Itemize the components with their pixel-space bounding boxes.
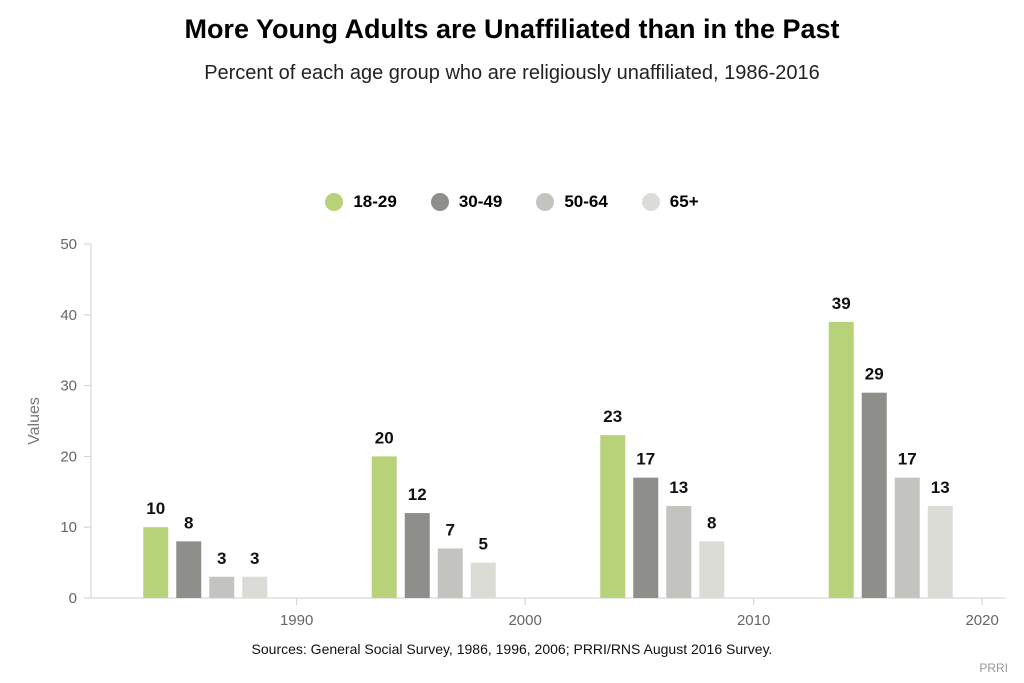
legend-label: 65+: [669, 192, 699, 211]
data-label: 12: [408, 485, 427, 504]
data-label: 17: [898, 450, 917, 469]
y-tick-label: 30: [60, 378, 77, 395]
bar-30-49-2006: [633, 477, 659, 598]
x-tick-label: 2000: [508, 612, 541, 629]
y-tick-label: 50: [60, 236, 77, 253]
bar-30-49-1986: [176, 541, 202, 598]
bar-50-64-2016: [894, 477, 920, 598]
data-label: 17: [636, 450, 655, 469]
legend-swatch: [536, 193, 555, 211]
credit-label: PRRI: [979, 661, 1008, 675]
y-tick-label: 0: [69, 590, 77, 607]
bar-18-29-2016: [828, 321, 854, 598]
bar-30-49-2016: [861, 392, 887, 598]
legend-item-50-64[interactable]: 50-64: [536, 192, 608, 212]
source-note: Sources: General Social Survey, 1986, 19…: [251, 641, 773, 657]
x-tick-label: 1990: [280, 612, 313, 629]
legend: 18-29 30-49 50-64 65+: [0, 192, 1024, 212]
x-tick-label: 2010: [737, 612, 770, 629]
data-label: 10: [146, 499, 165, 518]
legend-label: 30-49: [458, 192, 503, 211]
data-label: 29: [865, 365, 884, 384]
data-label: 5: [479, 535, 488, 554]
data-label: 13: [931, 478, 950, 497]
data-label: 8: [707, 513, 716, 532]
legend-item-30-49[interactable]: 30-49: [430, 192, 503, 212]
data-label: 13: [669, 478, 688, 497]
y-tick-label: 10: [60, 519, 77, 536]
data-label: 39: [832, 294, 851, 313]
bar-18-29-1986: [143, 527, 169, 598]
y-tick-label: 40: [60, 307, 77, 324]
data-label: 8: [184, 513, 193, 532]
bar-65plus-2016: [927, 505, 953, 598]
legend-label: 18-29: [353, 192, 397, 211]
data-label: 3: [250, 549, 259, 568]
data-label: 7: [446, 520, 455, 539]
bar-30-49-1996: [404, 513, 430, 598]
bar-65plus-2006: [699, 541, 725, 598]
bar-50-64-1986: [209, 576, 235, 598]
x-tick-label: 2020: [965, 612, 998, 629]
legend-item-18-29[interactable]: 18-29: [325, 192, 397, 212]
bar-50-64-2006: [666, 505, 692, 598]
chart-subtitle: Percent of each age group who are religi…: [204, 62, 820, 84]
chart-title: More Young Adults are Unaffiliated than …: [184, 14, 840, 44]
legend-swatch: [325, 193, 344, 211]
legend-label: 50-64: [564, 192, 608, 211]
data-label: 23: [603, 407, 622, 426]
y-axis-label: Values: [26, 397, 43, 445]
legend-item-65-plus[interactable]: 65+: [641, 192, 699, 212]
bar-18-29-1996: [371, 456, 397, 598]
data-label: 20: [375, 428, 394, 447]
bar-18-29-2006: [600, 435, 626, 598]
bar-65plus-1996: [470, 562, 496, 598]
y-tick-label: 20: [60, 448, 77, 465]
data-label: 3: [217, 549, 226, 568]
bar-50-64-1996: [437, 548, 463, 598]
bar-65plus-1986: [242, 576, 268, 598]
legend-swatch: [430, 193, 449, 211]
legend-swatch: [641, 193, 660, 211]
